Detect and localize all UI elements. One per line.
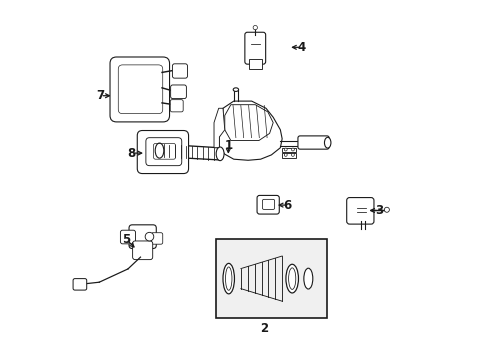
Text: 7: 7 xyxy=(96,89,104,102)
FancyBboxPatch shape xyxy=(346,198,373,224)
Text: 8: 8 xyxy=(127,147,135,159)
Ellipse shape xyxy=(223,264,234,294)
Ellipse shape xyxy=(324,137,330,148)
FancyBboxPatch shape xyxy=(170,100,183,112)
FancyBboxPatch shape xyxy=(151,233,163,244)
Text: 4: 4 xyxy=(297,41,305,54)
FancyBboxPatch shape xyxy=(297,136,328,149)
FancyBboxPatch shape xyxy=(120,230,135,244)
FancyBboxPatch shape xyxy=(73,279,86,290)
Circle shape xyxy=(253,26,257,30)
FancyBboxPatch shape xyxy=(170,85,186,99)
Polygon shape xyxy=(214,108,224,148)
Polygon shape xyxy=(219,101,282,160)
FancyBboxPatch shape xyxy=(172,64,187,78)
Circle shape xyxy=(284,148,286,151)
Bar xyxy=(282,153,296,158)
Circle shape xyxy=(145,232,153,241)
Bar xyxy=(282,148,296,152)
Circle shape xyxy=(291,148,294,151)
Ellipse shape xyxy=(155,143,163,158)
Circle shape xyxy=(284,153,286,156)
FancyBboxPatch shape xyxy=(257,195,279,214)
FancyBboxPatch shape xyxy=(244,32,265,64)
FancyBboxPatch shape xyxy=(129,225,156,248)
Ellipse shape xyxy=(303,268,312,289)
Circle shape xyxy=(291,153,294,156)
Text: 2: 2 xyxy=(260,322,268,335)
FancyBboxPatch shape xyxy=(248,59,261,69)
FancyBboxPatch shape xyxy=(137,131,188,174)
Ellipse shape xyxy=(233,88,238,91)
Circle shape xyxy=(384,207,388,212)
Text: 5: 5 xyxy=(122,233,130,246)
FancyBboxPatch shape xyxy=(132,241,152,260)
Text: 1: 1 xyxy=(224,139,232,152)
FancyBboxPatch shape xyxy=(110,57,169,122)
Text: 3: 3 xyxy=(374,204,382,217)
Text: 6: 6 xyxy=(283,199,291,212)
Ellipse shape xyxy=(216,147,224,161)
Ellipse shape xyxy=(285,264,298,293)
Bar xyxy=(215,239,326,318)
